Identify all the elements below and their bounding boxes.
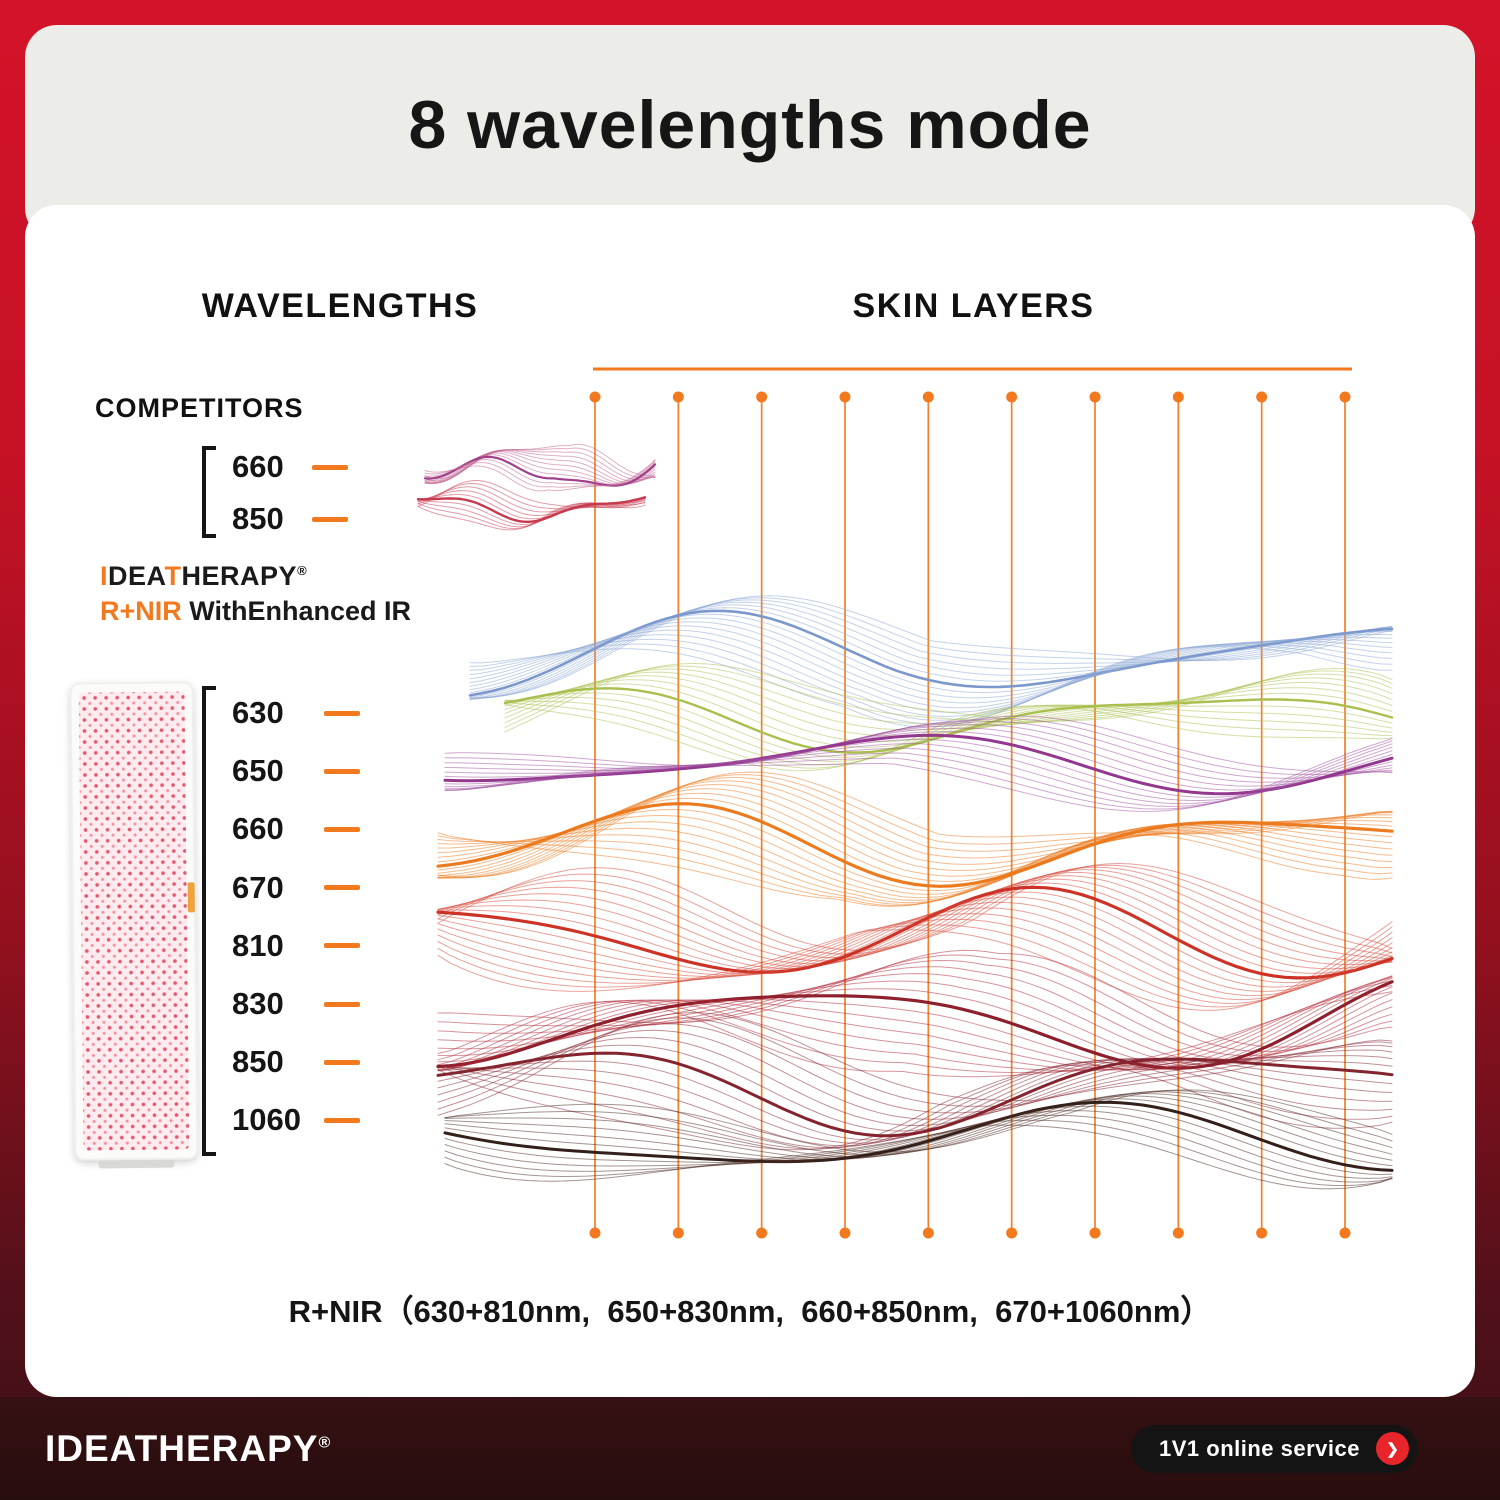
wavelength-row: 660 — [232, 800, 360, 858]
wavelength-list: 630 650 660 670 810 830 850 1060 — [232, 684, 360, 1150]
brand-logo: IDEATHERAPY® — [100, 561, 307, 592]
wavelength-dash-icon — [324, 768, 360, 774]
wavelength-row: 1060 — [232, 1091, 360, 1149]
wavelength-row: 850 — [232, 1033, 360, 1091]
brand-logo-part: T — [164, 561, 182, 591]
wavelength-value: 1060 — [232, 1102, 301, 1138]
online-service-label: 1V1 online service — [1159, 1435, 1360, 1461]
wavelength-row: 830 — [232, 975, 360, 1033]
therapy-panel-image — [69, 681, 199, 1169]
footer-brand-logo: IDEATHERAPY® — [45, 1428, 331, 1470]
wavelength-dash-icon — [324, 1001, 360, 1007]
competitors-label: COMPETITORS — [95, 393, 304, 423]
wavelength-value: 660 — [232, 811, 284, 847]
footer-brand-text: IDEATHERAPY — [45, 1427, 319, 1469]
wavelength-pairs-footnote: R+NIR（630+810nm, 650+830nm, 660+850nm, 6… — [288, 1294, 1212, 1329]
wavelength-row: 650 — [232, 742, 360, 800]
page-title: 8 wavelengths mode — [408, 87, 1092, 163]
wavelengths-header: WAVELENGTHS — [201, 287, 479, 325]
wavelength-value: 850 — [232, 501, 284, 536]
wavelength-value: 830 — [232, 986, 284, 1022]
wavelength-dash-icon — [324, 943, 360, 949]
wavelength-dash-icon — [324, 710, 360, 716]
footer-bar: IDEATHERAPY® 1V1 online service ❯ — [0, 1397, 1500, 1500]
wavelength-row: 810 — [232, 917, 360, 975]
wavelength-dash-icon — [324, 826, 360, 832]
wavelength-value: 810 — [232, 927, 284, 963]
brand-logo-part: DEA — [108, 561, 165, 591]
skin-layers-header: SKIN LAYERS — [852, 287, 1095, 325]
subtitle-accent: R+NIR — [100, 596, 182, 626]
wavelength-value: 670 — [232, 869, 284, 905]
subtitle-rest: WithEnhanced IR — [181, 596, 412, 626]
wavelength-row: 630 — [232, 684, 360, 742]
wavelength-dash-icon — [312, 464, 348, 470]
wavelength-value: 630 — [232, 695, 284, 731]
online-service-button[interactable]: 1V1 online service ❯ — [1131, 1424, 1418, 1473]
wavelength-row: 670 — [232, 859, 360, 917]
panel-side-label — [187, 882, 195, 913]
chevron-right-icon: ❯ — [1376, 1432, 1409, 1465]
registered-mark: ® — [318, 1434, 332, 1452]
led-panel-face — [78, 691, 190, 1151]
wavelength-dash-icon — [324, 885, 360, 891]
wavelengths-bracket — [202, 686, 216, 1156]
brand-logo-part: I — [100, 561, 109, 591]
wavelength-value: 850 — [232, 1044, 284, 1080]
competitor-wavelength-list: 660 850 — [232, 441, 348, 545]
wavelength-value: 650 — [232, 753, 284, 789]
competitor-wavelength-row: 850 — [232, 493, 348, 545]
brand-logo-part: HERAPY — [181, 561, 298, 591]
competitors-bracket — [202, 446, 216, 538]
wavelength-dash-icon — [324, 1117, 360, 1123]
wavelength-dash-icon — [324, 1059, 360, 1065]
competitor-wavelength-row: 660 — [232, 441, 348, 493]
wavelength-dash-icon — [312, 516, 348, 522]
title-band — [25, 25, 1475, 240]
panel-stand — [98, 1159, 175, 1169]
registered-mark: ® — [297, 563, 308, 578]
brand-subtitle: R+NIR WithEnhanced IR — [100, 596, 411, 627]
wavelength-value: 660 — [232, 449, 284, 484]
